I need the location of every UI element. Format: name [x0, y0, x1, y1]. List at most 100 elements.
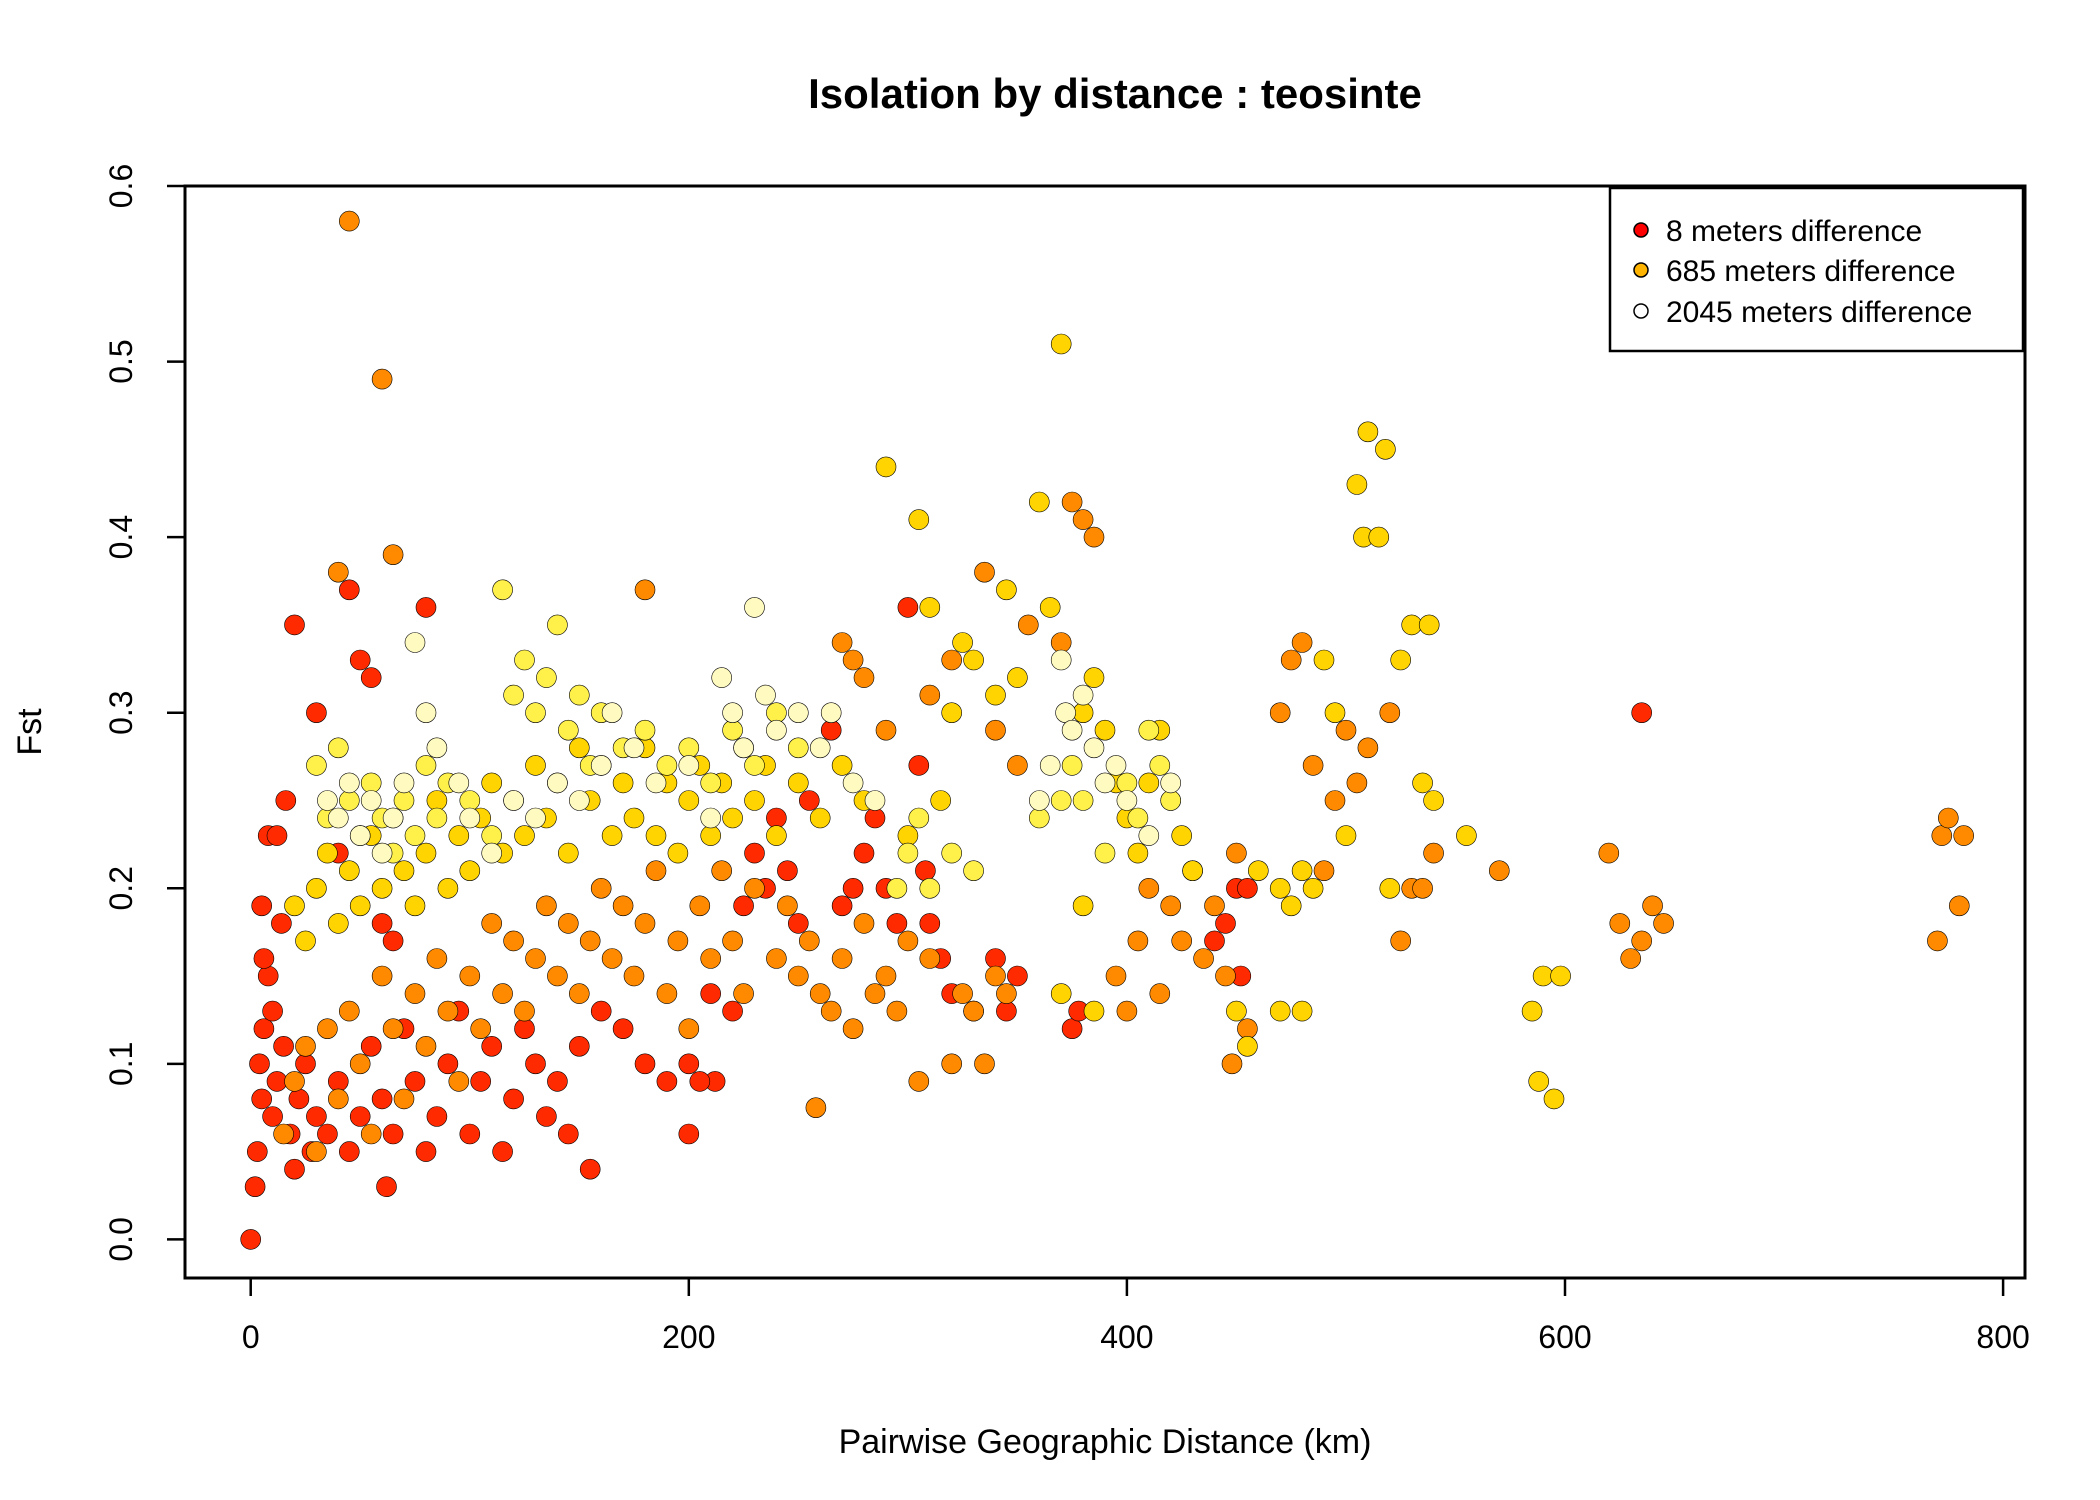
data-point	[448, 825, 470, 846]
data-point	[1280, 895, 1302, 917]
data-point	[338, 1141, 360, 1162]
data-point	[645, 860, 667, 882]
data-point	[1521, 1000, 1543, 1022]
data-point	[415, 1141, 437, 1162]
data-point	[393, 860, 415, 882]
data-point	[1072, 790, 1094, 811]
data-point	[525, 1053, 546, 1075]
data-point	[1237, 1018, 1258, 1039]
data-point	[787, 772, 809, 794]
data-point	[262, 1106, 283, 1127]
data-point	[1456, 825, 1477, 846]
data-point	[1543, 1088, 1565, 1110]
y-tick-label: 0.0	[103, 1217, 139, 1261]
data-point	[1489, 860, 1510, 882]
data-point	[1072, 684, 1094, 706]
y-tick-label: 0.2	[103, 866, 139, 910]
data-point	[1149, 755, 1171, 776]
legend-marker-8m	[1633, 222, 1649, 238]
data-point	[327, 807, 349, 829]
data-point	[481, 772, 503, 794]
data-point	[1160, 790, 1181, 811]
data-point	[1335, 719, 1357, 741]
data-point	[415, 597, 437, 618]
data-point	[426, 790, 448, 811]
data-point	[1949, 895, 1970, 917]
data-point	[371, 842, 393, 864]
data-point	[1423, 842, 1444, 864]
data-point	[1598, 842, 1620, 864]
data-point	[941, 649, 963, 671]
data-point	[547, 772, 568, 794]
data-point	[1221, 1053, 1243, 1075]
data-point	[1532, 965, 1554, 987]
data-point	[426, 807, 448, 829]
data-point	[1050, 983, 1072, 1004]
data-point	[327, 1071, 349, 1092]
data-point	[1357, 737, 1379, 759]
data-point	[338, 790, 360, 811]
data-point	[915, 860, 936, 882]
data-point	[1346, 474, 1368, 495]
data-point	[376, 1176, 397, 1197]
data-point	[1313, 649, 1335, 671]
data-point	[1379, 877, 1401, 899]
data-point	[766, 825, 787, 846]
data-point	[766, 702, 787, 724]
data-point	[787, 913, 809, 934]
y-axis: 0.0 0.1 0.2 0.3 0.4 0.5 0.6	[103, 164, 187, 1262]
data-point	[459, 807, 481, 829]
data-point	[1237, 877, 1258, 899]
data-point	[525, 702, 546, 724]
data-point	[1171, 930, 1192, 952]
data-point	[1116, 772, 1138, 794]
data-point	[1094, 842, 1116, 864]
data-point	[1061, 491, 1083, 513]
data-point	[722, 702, 743, 724]
data-point	[897, 930, 919, 952]
data-point	[470, 1018, 492, 1039]
data-point	[601, 948, 623, 969]
data-point	[1127, 930, 1149, 952]
data-point	[295, 1053, 316, 1075]
data-point	[908, 1071, 930, 1092]
data-point	[382, 544, 404, 566]
data-point	[1302, 877, 1324, 899]
data-point	[1423, 790, 1444, 811]
data-point	[656, 755, 678, 776]
data-point	[1237, 1036, 1258, 1057]
legend-label-685m: 685 meters difference	[1666, 255, 1956, 288]
y-tick-label: 0.5	[103, 339, 139, 383]
data-point	[787, 702, 809, 724]
data-point	[963, 1000, 984, 1022]
data-point	[1061, 755, 1083, 776]
data-point	[919, 913, 941, 934]
data-point	[886, 877, 908, 899]
data-point	[579, 1158, 601, 1180]
data-point	[481, 825, 503, 846]
data-point	[689, 895, 711, 917]
data-point	[700, 983, 722, 1004]
data-point	[941, 842, 963, 864]
data-point	[1631, 930, 1652, 952]
data-point	[974, 1053, 995, 1075]
data-point	[656, 1071, 678, 1092]
data-point	[744, 597, 765, 618]
data-point	[634, 579, 656, 601]
data-point	[667, 930, 689, 952]
data-point	[244, 1176, 266, 1197]
legend: 8 meters difference 685 meters differenc…	[1608, 186, 2025, 353]
data-point	[1061, 719, 1083, 741]
data-point	[831, 948, 853, 969]
data-point	[1642, 895, 1663, 917]
data-point	[437, 877, 459, 899]
data-point	[284, 614, 305, 636]
data-point	[1269, 702, 1291, 724]
data-point	[568, 983, 590, 1004]
y-tick-label: 0.3	[103, 690, 139, 734]
data-point	[481, 913, 503, 934]
data-point	[426, 1106, 448, 1127]
data-point	[1083, 1000, 1105, 1022]
data-point	[1927, 930, 1948, 952]
data-point	[327, 913, 349, 934]
